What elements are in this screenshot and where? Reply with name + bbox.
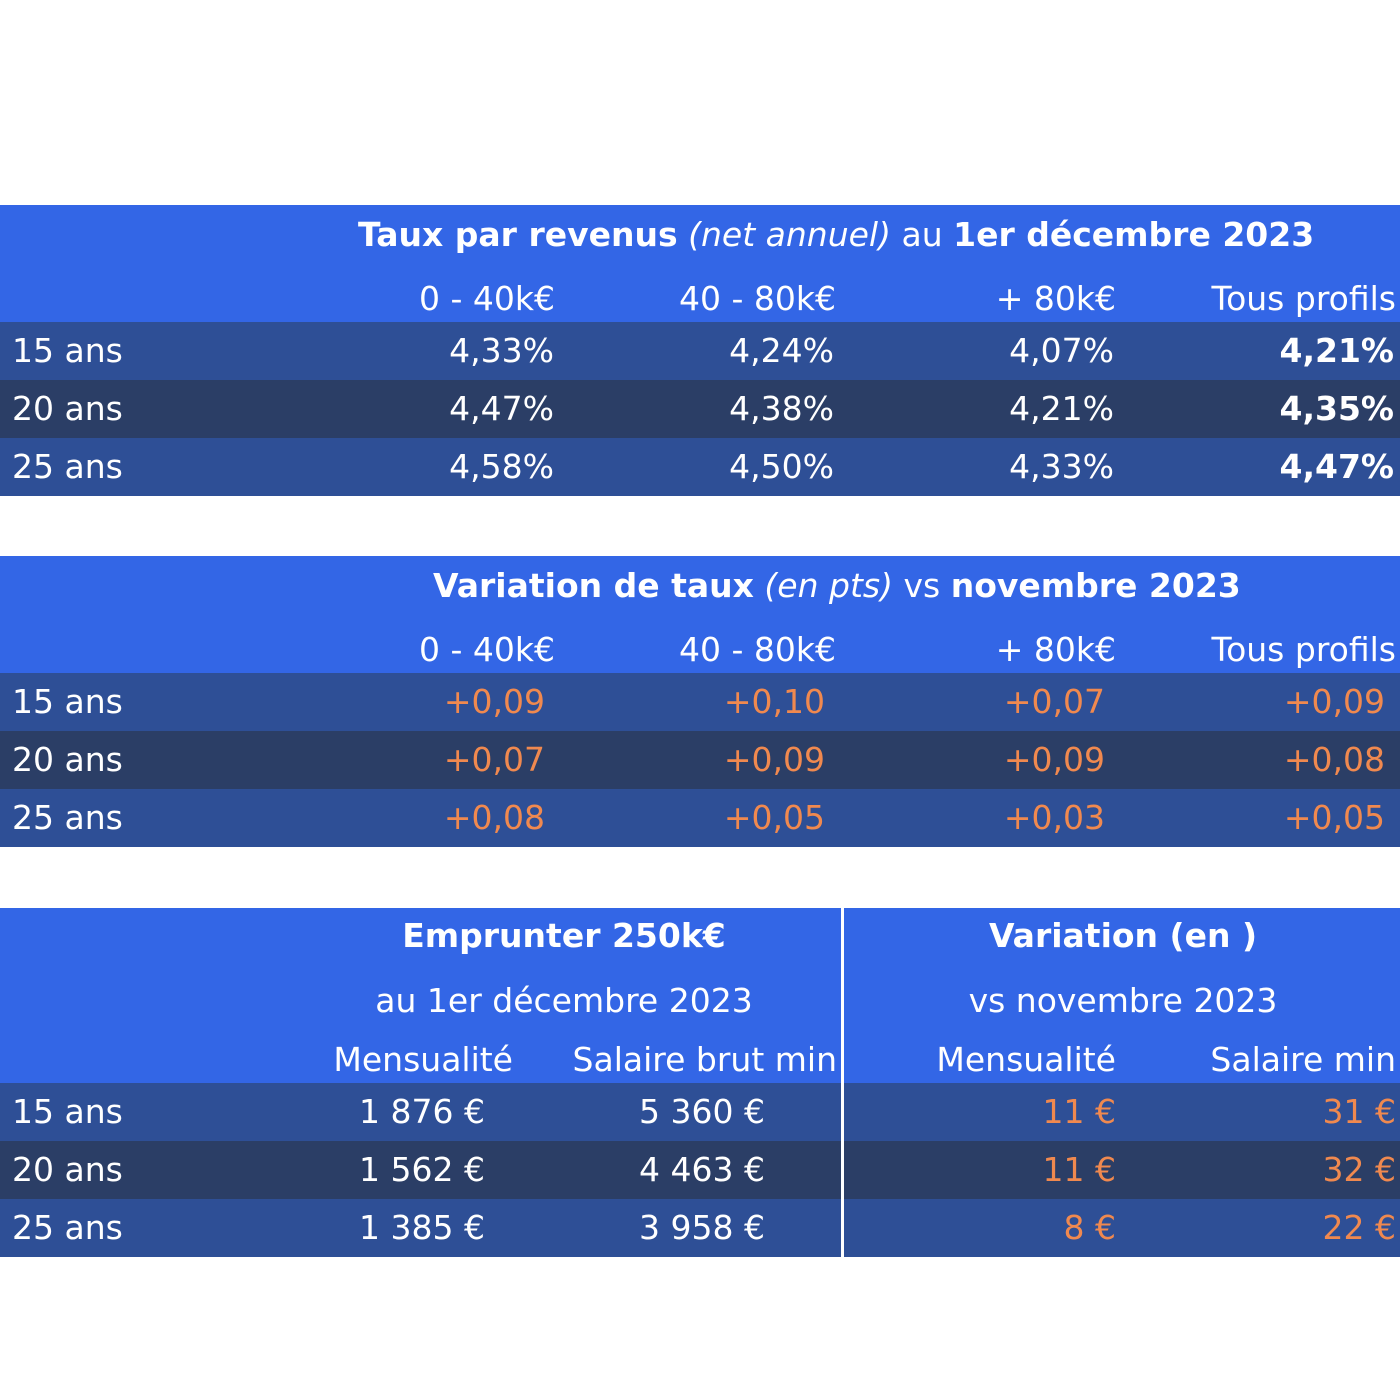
table-cell: +0,08	[1283, 740, 1385, 779]
column-divider	[841, 908, 844, 1257]
table-row: 20 ans +0,07 +0,09 +0,09 +0,08	[0, 731, 1400, 789]
row-label: 20 ans	[12, 389, 123, 428]
row-label: 15 ans	[12, 331, 123, 370]
table-cell: 4,07%	[1009, 331, 1114, 370]
table-cell: 4,58%	[449, 447, 554, 486]
table-cell: +0,09	[1283, 682, 1385, 721]
loan-table-header: Emprunter 250k€ au 1er décembre 2023 Var…	[0, 908, 1400, 1083]
table-cell: +0,09	[443, 682, 545, 721]
table-cell: +0,09	[1003, 740, 1105, 779]
table-cell: +0,05	[723, 798, 825, 837]
row-label: 25 ans	[12, 447, 123, 486]
table-cell: 22 €	[1322, 1208, 1396, 1247]
rates-table: Taux par revenus (net annuel) au 1er déc…	[0, 205, 1400, 496]
table-cell: +0,07	[443, 740, 545, 779]
table-cell: 4,21%	[1279, 331, 1395, 370]
table-cell: 4,47%	[1279, 447, 1395, 486]
rates-table-header: Taux par revenus (net annuel) au 1er déc…	[0, 205, 1400, 322]
table-cell: 4,47%	[449, 389, 554, 428]
table-cell: 1 385 €	[359, 1208, 485, 1247]
table-cell: +0,09	[723, 740, 825, 779]
variation-table-header: Variation de taux (en pts) vs novembre 2…	[0, 556, 1400, 673]
variation-table-title: Variation de taux (en pts) vs novembre 2…	[433, 566, 1241, 605]
column-header: Tous profils	[1211, 630, 1396, 669]
table-row: 25 ans 4,58% 4,50% 4,33% 4,47%	[0, 438, 1400, 496]
table-cell: 4 463 €	[639, 1150, 765, 1189]
table-cell: +0,07	[1003, 682, 1105, 721]
column-header: Tous profils	[1211, 279, 1396, 318]
row-label: 20 ans	[12, 740, 123, 779]
table-row: 15 ans 1 876 € 5 360 € 11 € 31 €	[0, 1083, 1400, 1141]
table-cell: 5 360 €	[639, 1092, 765, 1131]
row-label: 25 ans	[12, 798, 123, 837]
row-label: 25 ans	[12, 1208, 123, 1247]
table-row: 25 ans +0,08 +0,05 +0,03 +0,05	[0, 789, 1400, 847]
table-cell: 1 876 €	[359, 1092, 485, 1131]
table-cell: 4,33%	[1009, 447, 1114, 486]
table-cell: +0,08	[443, 798, 545, 837]
table-cell: 8 €	[1063, 1208, 1116, 1247]
table-cell: +0,05	[1283, 798, 1385, 837]
table-row: 20 ans 1 562 € 4 463 € 11 € 32 €	[0, 1141, 1400, 1199]
loan-left-subtitle: au 1er décembre 2023	[375, 981, 753, 1020]
table-cell: 11 €	[1042, 1092, 1116, 1131]
table-cell: 31 €	[1322, 1092, 1396, 1131]
row-label: 20 ans	[12, 1150, 123, 1189]
variation-table: Variation de taux (en pts) vs novembre 2…	[0, 556, 1400, 847]
column-header: Mensualité	[333, 1040, 513, 1079]
column-header: 40 - 80k€	[679, 279, 836, 318]
loan-right-title: Variation (en )	[988, 916, 1258, 955]
column-header: + 80k€	[995, 630, 1116, 669]
column-header: 40 - 80k€	[679, 630, 836, 669]
table-cell: 4,38%	[729, 389, 834, 428]
table-cell: +0,03	[1003, 798, 1105, 837]
rates-table-title: Taux par revenus (net annuel) au 1er déc…	[358, 215, 1315, 254]
table-cell: 1 562 €	[359, 1150, 485, 1189]
row-label: 15 ans	[12, 682, 123, 721]
loan-right-subtitle: vs novembre 2023	[968, 981, 1278, 1020]
table-cell: 4,35%	[1279, 389, 1395, 428]
table-row: 15 ans +0,09 +0,10 +0,07 +0,09	[0, 673, 1400, 731]
table-cell: 4,33%	[449, 331, 554, 370]
table-row: 15 ans 4,33% 4,24% 4,07% 4,21%	[0, 322, 1400, 380]
loan-table: Emprunter 250k€ au 1er décembre 2023 Var…	[0, 908, 1400, 1257]
table-cell: 4,50%	[729, 447, 834, 486]
table-row: 25 ans 1 385 € 3 958 € 8 € 22 €	[0, 1199, 1400, 1257]
table-cell: 3 958 €	[639, 1208, 765, 1247]
table-cell: 32 €	[1322, 1150, 1396, 1189]
table-cell: +0,10	[723, 682, 825, 721]
column-header: + 80k€	[995, 279, 1116, 318]
column-header: Mensualité	[936, 1040, 1116, 1079]
column-header: Salaire min	[1210, 1040, 1396, 1079]
column-header: 0 - 40k€	[419, 279, 555, 318]
column-header: 0 - 40k€	[419, 630, 555, 669]
table-row: 20 ans 4,47% 4,38% 4,21% 4,35%	[0, 380, 1400, 438]
column-header: Salaire brut min	[572, 1040, 837, 1079]
loan-left-title: Emprunter 250k€	[402, 916, 726, 955]
row-label: 15 ans	[12, 1092, 123, 1131]
table-cell: 4,21%	[1009, 389, 1114, 428]
table-cell: 4,24%	[729, 331, 834, 370]
table-cell: 11 €	[1042, 1150, 1116, 1189]
